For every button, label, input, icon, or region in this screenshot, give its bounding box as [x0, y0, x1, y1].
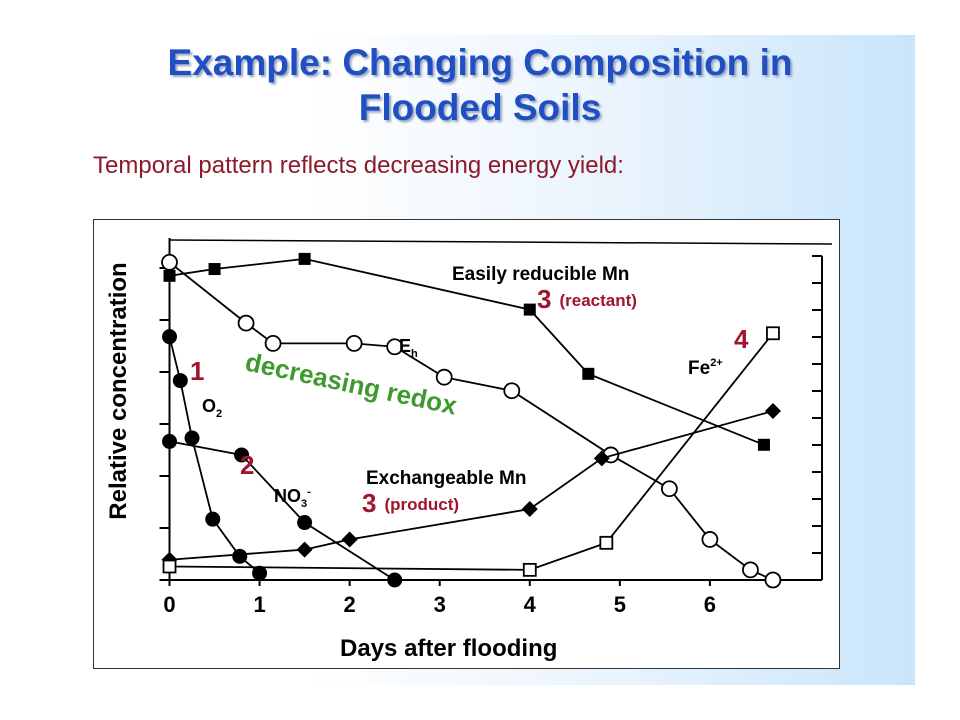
series-line: [169, 410, 774, 561]
data-point: [503, 382, 521, 400]
label-fe2: Fe2+: [688, 357, 723, 379]
data-point: [172, 373, 188, 389]
chart: 0 1 2 3 4 5 6 Days after flooding Relative conce…: [105, 238, 833, 662]
data-point: [162, 559, 177, 574]
data-point: [162, 433, 178, 449]
data-point: [163, 269, 176, 282]
data-point: [764, 403, 781, 419]
label-step-1: 1: [190, 356, 204, 386]
data-point: [660, 480, 678, 498]
data-point: [599, 535, 614, 550]
data-point: [523, 303, 536, 316]
data-point: [522, 562, 537, 577]
x-tick-label: 2: [344, 592, 356, 617]
data-point: [264, 335, 282, 352]
data-point: [184, 430, 200, 446]
top-axis-line: [169, 239, 833, 245]
data-point: [297, 515, 313, 531]
label-step-3-product: 3 (product): [362, 488, 459, 518]
series-line: [169, 332, 774, 571]
data-point: [387, 572, 403, 588]
data-point: [237, 314, 255, 332]
data-point: [766, 326, 780, 341]
x-tick-label: 5: [614, 592, 626, 617]
label-step-3-reactant: 3 (reactant): [537, 284, 637, 314]
data-point: [232, 548, 248, 564]
label-decreasing-redox: decreasing redox: [243, 347, 460, 421]
slide-title: Example: Changing Composition in Flooded…: [45, 40, 915, 130]
chart-frame: 0 1 2 3 4 5 6 Days after flooding Relative conce…: [93, 219, 840, 669]
data-point: [435, 368, 453, 386]
x-tick-label: 1: [253, 592, 265, 617]
data-point: [593, 450, 610, 467]
data-point: [386, 338, 404, 356]
data-point: [701, 531, 719, 548]
data-point: [764, 571, 782, 589]
data-point: [757, 438, 770, 451]
data-point: [742, 561, 759, 579]
data-point: [296, 541, 313, 558]
label-no3: NO3-: [274, 486, 311, 510]
slide-title-line-2: Flooded Soils: [358, 87, 602, 128]
data-point: [208, 263, 221, 276]
series-line: [169, 440, 396, 581]
y-axis-label: Relative concentration: [105, 262, 132, 519]
data-point: [298, 252, 311, 265]
data-point: [345, 335, 363, 352]
data-point: [234, 447, 250, 463]
label-easily-reducible-mn: Easily reducible Mn: [452, 264, 629, 285]
data-point: [582, 367, 595, 380]
label-step-2: 2: [240, 450, 254, 480]
data-point: [252, 565, 268, 581]
label-exchangeable-mn: Exchangeable Mn: [366, 468, 527, 489]
x-axis-label: Days after flooding: [340, 635, 557, 662]
x-tick-label: 3: [434, 592, 446, 617]
series-line: [169, 257, 765, 446]
data-point: [161, 253, 178, 271]
slide-title-line-1: Example: Changing Composition in: [167, 42, 793, 83]
slide-subtitle: Temporal pattern reflects decreasing ene…: [93, 152, 624, 179]
data-point: [521, 501, 538, 518]
x-tick-label: 6: [704, 592, 716, 617]
data-point: [341, 531, 358, 548]
label-eh: Eh: [399, 336, 418, 360]
data-point: [205, 511, 221, 527]
x-tick-label: 0: [163, 592, 175, 617]
series-line: [168, 261, 774, 581]
label-o2: O2: [202, 396, 222, 420]
label-step-4: 4: [734, 324, 749, 354]
data-point: [162, 329, 178, 345]
x-tick-label: 4: [524, 592, 537, 617]
